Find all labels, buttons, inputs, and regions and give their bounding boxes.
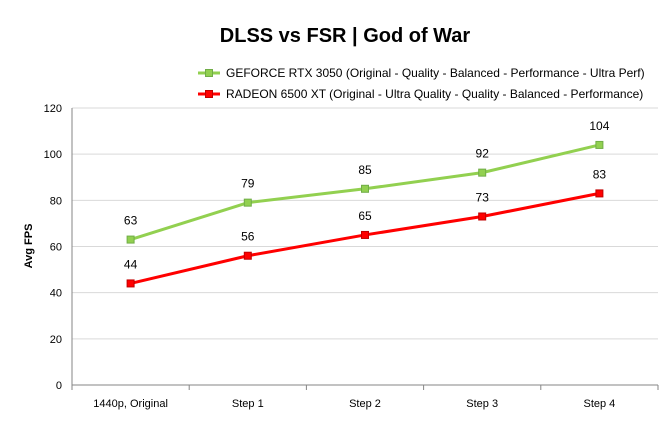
data-label: 56 xyxy=(241,230,255,244)
gridlines xyxy=(72,107,658,340)
legend-swatch-marker xyxy=(205,90,213,98)
x-tick-label: Step 3 xyxy=(466,398,498,410)
data-point-marker xyxy=(595,189,604,198)
data-point-marker xyxy=(243,198,252,207)
data-label: 104 xyxy=(589,119,609,133)
data-label: 83 xyxy=(593,167,607,181)
y-tick-label: 60 xyxy=(50,242,62,254)
data-point-marker xyxy=(243,251,252,260)
legend-entry-label: RADEON 6500 XT (Original - Ultra Quality… xyxy=(226,87,643,101)
axes: 0 20 40 60 80 100 120 1440p, Original Step 1 Step… xyxy=(44,103,659,410)
y-axis-title: Avg FPS xyxy=(23,224,35,269)
data-label: 73 xyxy=(476,190,490,204)
x-tick-label: 1440p, Original xyxy=(93,398,168,410)
data-labels: 63 79 85 92 104 44 56 65 73 83 xyxy=(124,119,610,271)
legend-entry-label: GEFORCE RTX 3050 (Original - Quality - B… xyxy=(226,66,645,80)
y-tick-label: 100 xyxy=(44,149,62,161)
y-tick-label: 20 xyxy=(50,334,62,346)
data-label: 85 xyxy=(358,163,372,177)
x-tick-label: Step 1 xyxy=(232,398,264,410)
data-point-marker xyxy=(126,235,135,244)
data-label: 92 xyxy=(476,147,490,161)
series-lines xyxy=(126,140,604,288)
data-point-marker xyxy=(361,184,369,193)
x-tick-label: Step 4 xyxy=(583,398,615,410)
data-point-marker xyxy=(126,279,135,288)
data-point-marker xyxy=(478,212,487,221)
y-tick-label: 80 xyxy=(50,195,62,207)
data-label: 65 xyxy=(358,209,372,223)
data-label: 63 xyxy=(124,214,138,228)
y-tick-label: 0 xyxy=(56,380,62,392)
y-tick-label: 120 xyxy=(44,103,62,115)
legend: GEFORCE RTX 3050 (Original - Quality - B… xyxy=(198,66,645,101)
legend-swatch-marker xyxy=(205,69,213,77)
data-label: 79 xyxy=(241,177,255,191)
y-tick-label: 40 xyxy=(50,288,62,300)
data-label: 44 xyxy=(124,257,138,271)
data-point-marker xyxy=(595,140,604,149)
chart-title: DLSS vs FSR | God of War xyxy=(220,25,471,47)
x-tick-label: Step 2 xyxy=(349,398,381,410)
data-point-marker xyxy=(361,230,369,239)
data-point-marker xyxy=(478,168,487,177)
